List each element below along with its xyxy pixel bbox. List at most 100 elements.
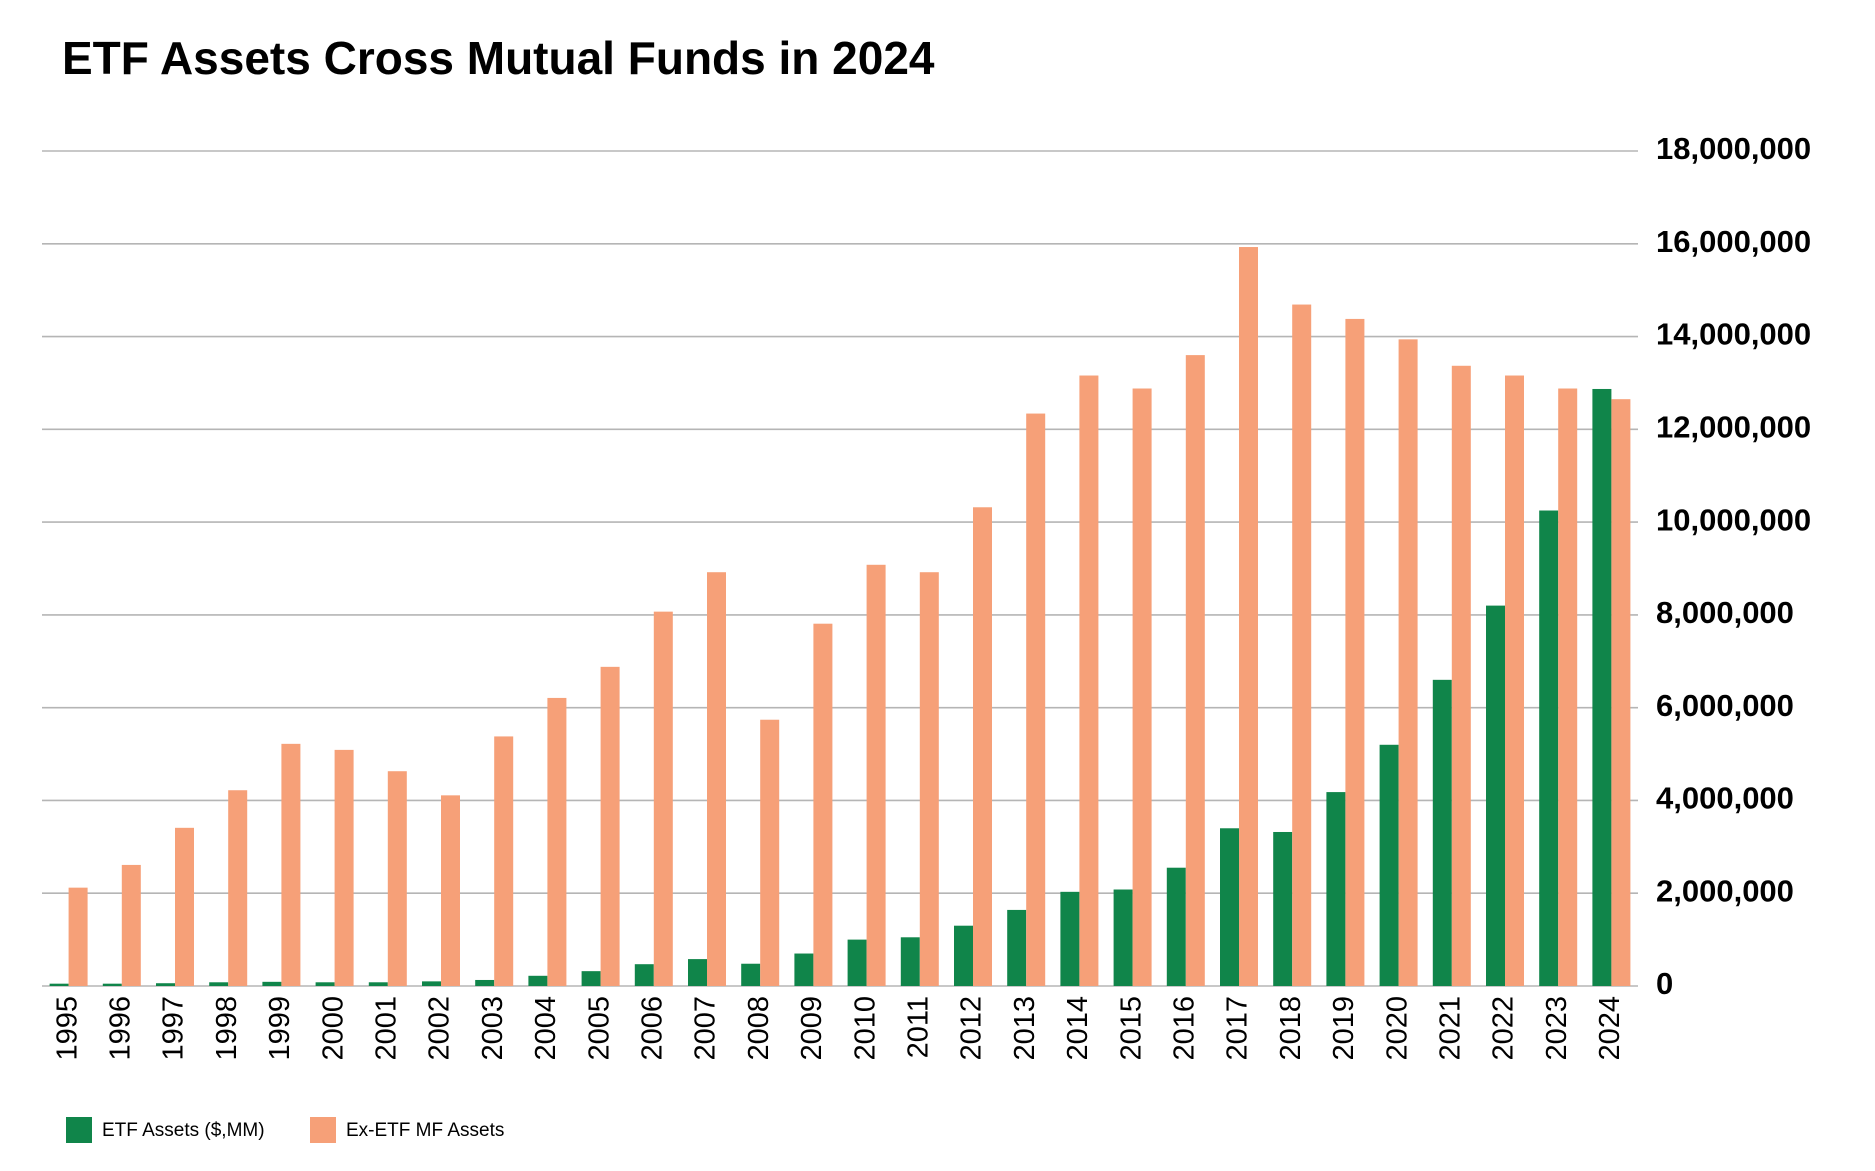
y-tick-label: 10,000,000 bbox=[1656, 502, 1811, 537]
x-tick-label: 1996 bbox=[104, 996, 136, 1061]
bar bbox=[49, 983, 69, 986]
x-tick-label: 2019 bbox=[1328, 996, 1360, 1061]
bar bbox=[1451, 365, 1471, 987]
bar bbox=[600, 666, 620, 986]
legend-label: ETF Assets ($,MM) bbox=[102, 1120, 265, 1141]
x-tick-label: 2016 bbox=[1168, 996, 1200, 1061]
bar bbox=[475, 979, 495, 986]
x-tick-label: 2022 bbox=[1488, 996, 1520, 1061]
bar bbox=[1379, 744, 1399, 986]
x-tick-label: 2015 bbox=[1115, 996, 1147, 1061]
legend-swatch bbox=[310, 1117, 336, 1143]
x-tick-label: 2013 bbox=[1009, 996, 1041, 1061]
legend-label: Ex-ETF MF Assets bbox=[346, 1120, 504, 1141]
y-tick-label: 18,000,000 bbox=[1656, 131, 1811, 166]
bar bbox=[866, 564, 886, 986]
y-tick-label: 2,000,000 bbox=[1656, 873, 1794, 908]
x-tick-label: 2002 bbox=[424, 996, 456, 1061]
x-tick-label: 2010 bbox=[849, 996, 881, 1061]
bar bbox=[1592, 388, 1612, 987]
bar bbox=[634, 964, 654, 986]
bar bbox=[368, 982, 388, 986]
bar bbox=[334, 749, 354, 986]
bar bbox=[1185, 355, 1205, 987]
bar bbox=[900, 937, 920, 986]
bar bbox=[1060, 891, 1080, 986]
x-tick-label: 2006 bbox=[636, 996, 668, 1061]
bar bbox=[1079, 375, 1099, 986]
x-tick-label: 2020 bbox=[1381, 996, 1413, 1061]
x-tick-label: 1998 bbox=[211, 996, 243, 1061]
x-tick-label: 2009 bbox=[796, 996, 828, 1061]
bar bbox=[581, 971, 601, 986]
bar bbox=[494, 736, 514, 986]
bar bbox=[1326, 792, 1346, 986]
x-tick-label: 1997 bbox=[158, 996, 190, 1061]
bar bbox=[1220, 828, 1239, 986]
x-tick-label: 2021 bbox=[1434, 996, 1466, 1061]
x-tick-label: 2000 bbox=[317, 996, 349, 1061]
bar bbox=[1239, 247, 1258, 986]
bar bbox=[1505, 375, 1524, 986]
bar bbox=[1539, 510, 1559, 986]
bar bbox=[68, 887, 88, 986]
bar bbox=[760, 719, 780, 986]
chart-title: ETF Assets Cross Mutual Funds in 2024 bbox=[62, 32, 935, 84]
bar bbox=[707, 572, 726, 986]
x-tick-label: 2014 bbox=[1062, 996, 1094, 1061]
x-tick-label: 2001 bbox=[370, 996, 402, 1061]
bar bbox=[387, 771, 407, 986]
bar bbox=[422, 981, 441, 986]
x-tick-label: 2007 bbox=[690, 996, 722, 1061]
bar bbox=[441, 795, 460, 986]
bar bbox=[102, 983, 122, 986]
x-tick-label: 2005 bbox=[583, 996, 615, 1061]
x-tick-label: 2012 bbox=[956, 996, 988, 1061]
bar bbox=[156, 983, 175, 986]
y-tick-label: 14,000,000 bbox=[1656, 317, 1811, 352]
bar bbox=[1558, 388, 1578, 986]
bar bbox=[741, 963, 761, 986]
x-tick-label: 1999 bbox=[264, 996, 296, 1061]
bar bbox=[813, 623, 833, 986]
bar bbox=[1486, 605, 1505, 986]
bar bbox=[1273, 831, 1293, 986]
bar bbox=[228, 790, 248, 986]
bar bbox=[973, 507, 992, 986]
bar bbox=[1345, 318, 1365, 987]
y-tick-label: 12,000,000 bbox=[1656, 410, 1811, 445]
y-tick-label: 8,000,000 bbox=[1656, 595, 1794, 630]
bar bbox=[1007, 909, 1027, 986]
x-tick-label: 2024 bbox=[1594, 996, 1626, 1061]
bar bbox=[1132, 388, 1152, 986]
bar bbox=[1113, 889, 1133, 986]
bar bbox=[528, 975, 548, 986]
bar bbox=[688, 959, 707, 986]
x-tick-label: 2011 bbox=[902, 996, 934, 1058]
x-tick-label: 2018 bbox=[1275, 996, 1307, 1061]
bar bbox=[653, 611, 673, 986]
legend-swatch bbox=[66, 1117, 92, 1143]
bar bbox=[262, 981, 282, 986]
x-tick-label: 2017 bbox=[1222, 996, 1254, 1061]
bar bbox=[315, 982, 335, 986]
bar bbox=[919, 572, 939, 986]
bar bbox=[1432, 679, 1452, 986]
x-tick-label: 2004 bbox=[530, 996, 562, 1061]
bar bbox=[1292, 304, 1312, 986]
x-tick-label: 2003 bbox=[477, 996, 509, 1061]
bar bbox=[547, 697, 567, 986]
y-tick-label: 0 bbox=[1656, 966, 1673, 1001]
x-tick-label: 1995 bbox=[51, 996, 83, 1061]
bar bbox=[954, 925, 973, 986]
bar bbox=[1611, 399, 1631, 986]
y-tick-label: 4,000,000 bbox=[1656, 781, 1794, 816]
bar bbox=[175, 827, 194, 986]
bar bbox=[794, 953, 814, 986]
y-tick-label: 6,000,000 bbox=[1656, 688, 1794, 723]
bar bbox=[209, 982, 229, 986]
x-tick-label: 2023 bbox=[1541, 996, 1573, 1061]
bar bbox=[847, 939, 867, 986]
x-tick-label: 2008 bbox=[743, 996, 775, 1061]
